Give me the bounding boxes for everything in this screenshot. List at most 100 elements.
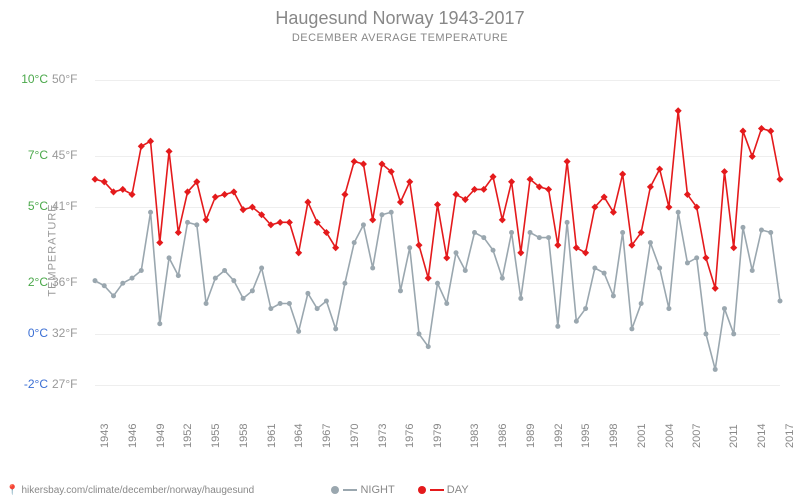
- series-marker: [120, 281, 125, 286]
- series-marker: [545, 186, 552, 193]
- x-tick: 2011: [728, 424, 740, 448]
- x-tick: 1970: [349, 424, 361, 448]
- series-marker: [537, 235, 542, 240]
- series-marker: [443, 254, 450, 261]
- x-tick: 1989: [525, 424, 537, 448]
- legend-dot-night: [331, 486, 339, 494]
- series-marker: [565, 220, 570, 225]
- series-marker: [452, 191, 459, 198]
- series-marker: [361, 222, 366, 227]
- series-marker: [730, 244, 737, 251]
- x-tick: 1979: [432, 424, 444, 448]
- y-tick: 2°C36°F: [18, 275, 82, 289]
- series-marker: [713, 367, 718, 372]
- series-marker: [352, 240, 357, 245]
- series-marker: [472, 230, 477, 235]
- series-marker: [554, 242, 561, 249]
- x-tick: 1955: [210, 424, 222, 448]
- series-marker: [130, 276, 135, 281]
- series-marker: [389, 210, 394, 215]
- series-marker: [739, 128, 746, 135]
- series-marker: [768, 230, 773, 235]
- series-marker: [157, 321, 162, 326]
- chart-subtitle: DECEMBER AVERAGE TEMPERATURE: [0, 32, 800, 44]
- series-marker: [175, 229, 182, 236]
- series-marker: [91, 176, 98, 183]
- series-marker: [499, 216, 506, 223]
- x-tick: 1964: [293, 424, 305, 448]
- y-tick: 7°C45°F: [18, 148, 82, 162]
- series-marker: [278, 301, 283, 306]
- series-marker: [240, 206, 247, 213]
- x-tick: 2007: [691, 424, 703, 448]
- x-tick: 1943: [99, 424, 111, 448]
- legend-label-day: DAY: [447, 484, 469, 496]
- series-marker: [203, 216, 210, 223]
- series-marker: [750, 268, 755, 273]
- series-marker: [230, 188, 237, 195]
- pin-icon: 📍: [6, 485, 18, 496]
- series-marker: [758, 125, 765, 132]
- series-marker: [138, 143, 145, 150]
- x-tick: 1961: [266, 424, 278, 448]
- series-marker: [463, 268, 468, 273]
- x-tick: 1952: [182, 424, 194, 448]
- series-marker: [156, 239, 163, 246]
- series-marker: [176, 273, 181, 278]
- x-tick: 1983: [469, 424, 481, 448]
- series-marker: [231, 278, 236, 283]
- x-tick: 1986: [497, 424, 509, 448]
- y-tick: 10°C50°F: [18, 72, 82, 86]
- series-marker: [546, 235, 551, 240]
- chart-lines: [95, 55, 780, 410]
- series-marker: [721, 168, 728, 175]
- series-marker: [315, 306, 320, 311]
- series-marker: [666, 306, 671, 311]
- series-marker: [287, 301, 292, 306]
- series-marker: [397, 199, 404, 206]
- legend-seg-day: [430, 489, 444, 491]
- series-marker: [573, 244, 580, 251]
- series-marker: [676, 210, 681, 215]
- series-marker: [703, 331, 708, 336]
- series-marker: [555, 324, 560, 329]
- series-marker: [212, 193, 219, 200]
- series-marker: [685, 260, 690, 265]
- series-marker: [611, 293, 616, 298]
- series-marker: [148, 210, 153, 215]
- series-marker: [222, 268, 227, 273]
- series-marker: [592, 266, 597, 271]
- series-marker: [221, 191, 228, 198]
- series-marker: [619, 171, 626, 178]
- series-marker: [341, 191, 348, 198]
- series-marker: [702, 254, 709, 261]
- series-marker: [250, 288, 255, 293]
- series-marker: [508, 178, 515, 185]
- legend-item-night: NIGHT: [331, 484, 394, 496]
- series-marker: [398, 288, 403, 293]
- series-marker: [656, 166, 663, 173]
- series-marker: [296, 329, 301, 334]
- series-marker: [379, 212, 384, 217]
- series-marker: [370, 266, 375, 271]
- series-marker: [111, 293, 116, 298]
- series-marker: [740, 225, 745, 230]
- series-marker: [481, 235, 486, 240]
- series-marker: [324, 298, 329, 303]
- x-tick: 2014: [756, 424, 768, 448]
- x-tick: 1995: [580, 424, 592, 448]
- series-marker: [610, 209, 617, 216]
- series-marker: [665, 204, 672, 211]
- series-marker: [426, 344, 431, 349]
- series-line: [95, 111, 780, 289]
- series-line: [95, 212, 780, 369]
- source-url: hikersbay.com/climate/december/norway/ha…: [21, 485, 254, 496]
- series-marker: [509, 230, 514, 235]
- series-marker: [166, 148, 173, 155]
- series-marker: [351, 158, 358, 165]
- y-tick: 5°C41°F: [18, 199, 82, 213]
- series-marker: [574, 319, 579, 324]
- series-marker: [147, 138, 154, 145]
- series-marker: [295, 249, 302, 256]
- series-marker: [434, 201, 441, 208]
